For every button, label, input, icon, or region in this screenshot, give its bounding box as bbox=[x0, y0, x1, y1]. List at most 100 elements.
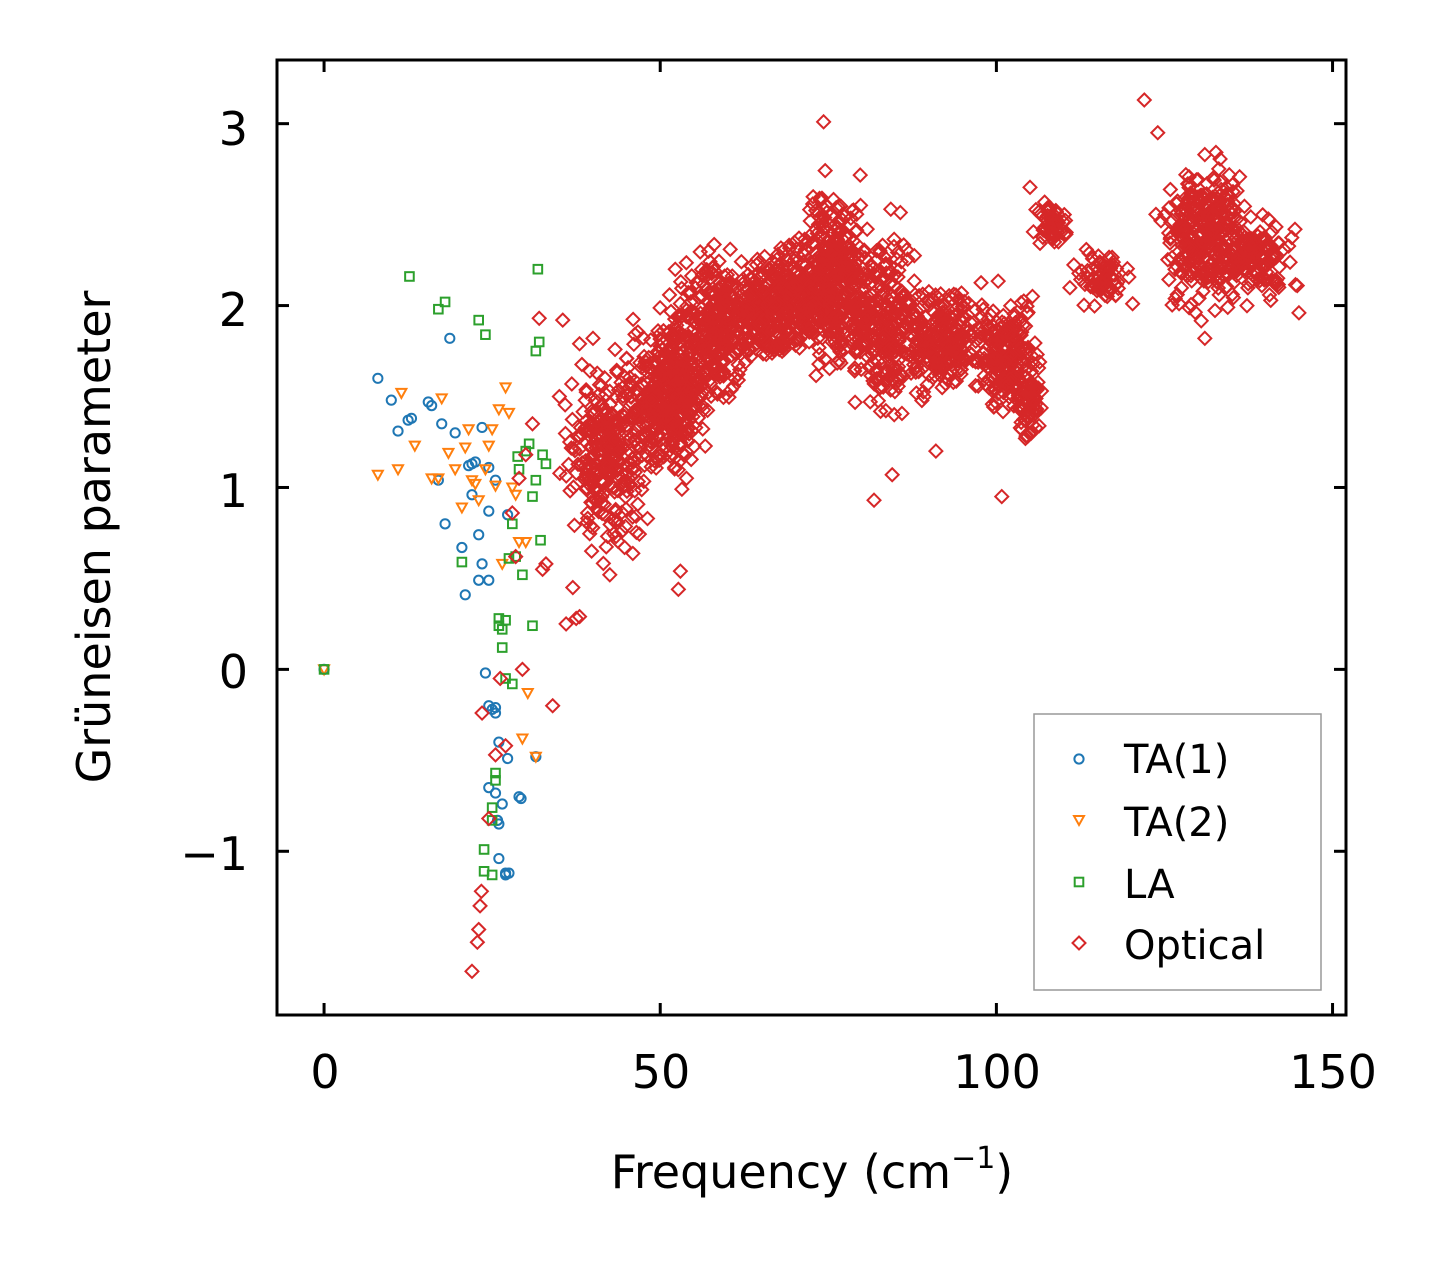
point-optical bbox=[1199, 235, 1216, 252]
point-optical bbox=[830, 282, 847, 299]
point-optical bbox=[1022, 179, 1038, 196]
point-optical bbox=[1204, 170, 1221, 187]
point-optical bbox=[593, 488, 610, 505]
point-optical bbox=[845, 280, 862, 297]
point-optical bbox=[588, 419, 605, 435]
point-optical bbox=[664, 409, 680, 426]
point-optical bbox=[883, 320, 900, 337]
point-optical bbox=[588, 420, 605, 437]
point-optical bbox=[1078, 241, 1095, 258]
point-optical bbox=[842, 210, 859, 227]
point-optical bbox=[727, 279, 743, 296]
point-optical bbox=[1191, 290, 1207, 307]
point-optical bbox=[1149, 124, 1166, 141]
point-optical bbox=[683, 268, 700, 284]
point-optical bbox=[699, 402, 716, 419]
point-optical bbox=[928, 361, 945, 378]
point-ta1 bbox=[385, 394, 397, 406]
point-optical bbox=[644, 392, 660, 408]
point-optical bbox=[613, 504, 630, 521]
point-optical bbox=[563, 376, 580, 392]
point-optical bbox=[650, 322, 666, 339]
point-optical bbox=[1283, 229, 1300, 246]
point-optical bbox=[1181, 189, 1198, 205]
point-optical bbox=[814, 279, 831, 296]
point-optical bbox=[594, 428, 611, 445]
point-optical bbox=[726, 370, 743, 387]
point-ta1 bbox=[456, 541, 468, 554]
x-axis-label: Frequency (cm−1) bbox=[611, 1141, 1014, 1199]
x-tick-labels: 0 50 100 150 bbox=[310, 1045, 1377, 1099]
point-optical bbox=[470, 921, 487, 938]
point-optical bbox=[794, 269, 811, 286]
point-optical bbox=[910, 348, 927, 364]
point-optical bbox=[607, 460, 624, 477]
point-optical bbox=[487, 746, 504, 763]
point-optical bbox=[875, 330, 892, 347]
point-la bbox=[480, 329, 491, 340]
point-optical bbox=[566, 517, 583, 534]
point-optical bbox=[934, 379, 951, 396]
point-optical bbox=[1224, 176, 1241, 193]
point-optical bbox=[853, 361, 870, 378]
point-optical bbox=[1250, 265, 1266, 282]
point-optical bbox=[1265, 249, 1282, 266]
point-optical bbox=[816, 209, 832, 226]
point-ta1 bbox=[499, 867, 512, 879]
point-optical bbox=[890, 333, 907, 350]
point-optical bbox=[1195, 283, 1211, 300]
point-optical bbox=[583, 543, 600, 560]
point-optical bbox=[776, 267, 793, 284]
point-optical bbox=[1241, 237, 1258, 254]
point-ta2 bbox=[371, 469, 385, 482]
point-optical bbox=[993, 488, 1010, 505]
point-optical bbox=[734, 329, 751, 346]
point-optical bbox=[859, 221, 876, 238]
point-optical bbox=[633, 376, 650, 392]
point-optical bbox=[581, 525, 598, 542]
point-optical bbox=[899, 251, 916, 268]
point-optical bbox=[1282, 254, 1298, 271]
point-optical bbox=[464, 963, 480, 980]
point-optical bbox=[683, 284, 700, 301]
point-optical bbox=[651, 452, 668, 469]
point-optical bbox=[811, 346, 828, 363]
point-optical bbox=[744, 303, 761, 320]
point-optical bbox=[804, 235, 821, 252]
point-optical bbox=[878, 361, 895, 378]
point-optical bbox=[650, 349, 667, 366]
point-optical bbox=[761, 260, 778, 277]
point-optical bbox=[989, 350, 1005, 367]
point-optical bbox=[882, 201, 899, 218]
point-optical bbox=[469, 934, 486, 951]
point-optical bbox=[1056, 206, 1073, 223]
point-ta2 bbox=[482, 440, 496, 453]
point-optical bbox=[636, 457, 653, 474]
point-optical bbox=[663, 303, 679, 320]
point-optical bbox=[862, 294, 879, 311]
point-optical bbox=[655, 322, 672, 339]
point-optical bbox=[825, 191, 842, 208]
point-optical bbox=[1229, 247, 1246, 264]
point-optical bbox=[654, 441, 671, 458]
point-optical bbox=[887, 383, 903, 400]
point-optical bbox=[831, 352, 847, 369]
point-optical bbox=[1271, 235, 1287, 252]
point-optical bbox=[596, 369, 613, 386]
y-tick-label: 0 bbox=[219, 645, 248, 699]
point-optical bbox=[1161, 199, 1177, 216]
point-optical bbox=[601, 566, 618, 583]
point-optical bbox=[994, 370, 1011, 387]
point-optical bbox=[1102, 260, 1119, 277]
point-ta1 bbox=[483, 461, 495, 474]
point-optical bbox=[788, 304, 805, 321]
point-optical bbox=[721, 389, 737, 406]
point-optical bbox=[861, 326, 878, 343]
point-ta1 bbox=[405, 412, 418, 424]
point-optical bbox=[607, 341, 623, 358]
point-optical bbox=[611, 442, 627, 459]
point-optical bbox=[686, 332, 703, 348]
point-optical bbox=[884, 371, 901, 388]
point-optical bbox=[683, 451, 700, 468]
point-optical bbox=[678, 422, 695, 439]
